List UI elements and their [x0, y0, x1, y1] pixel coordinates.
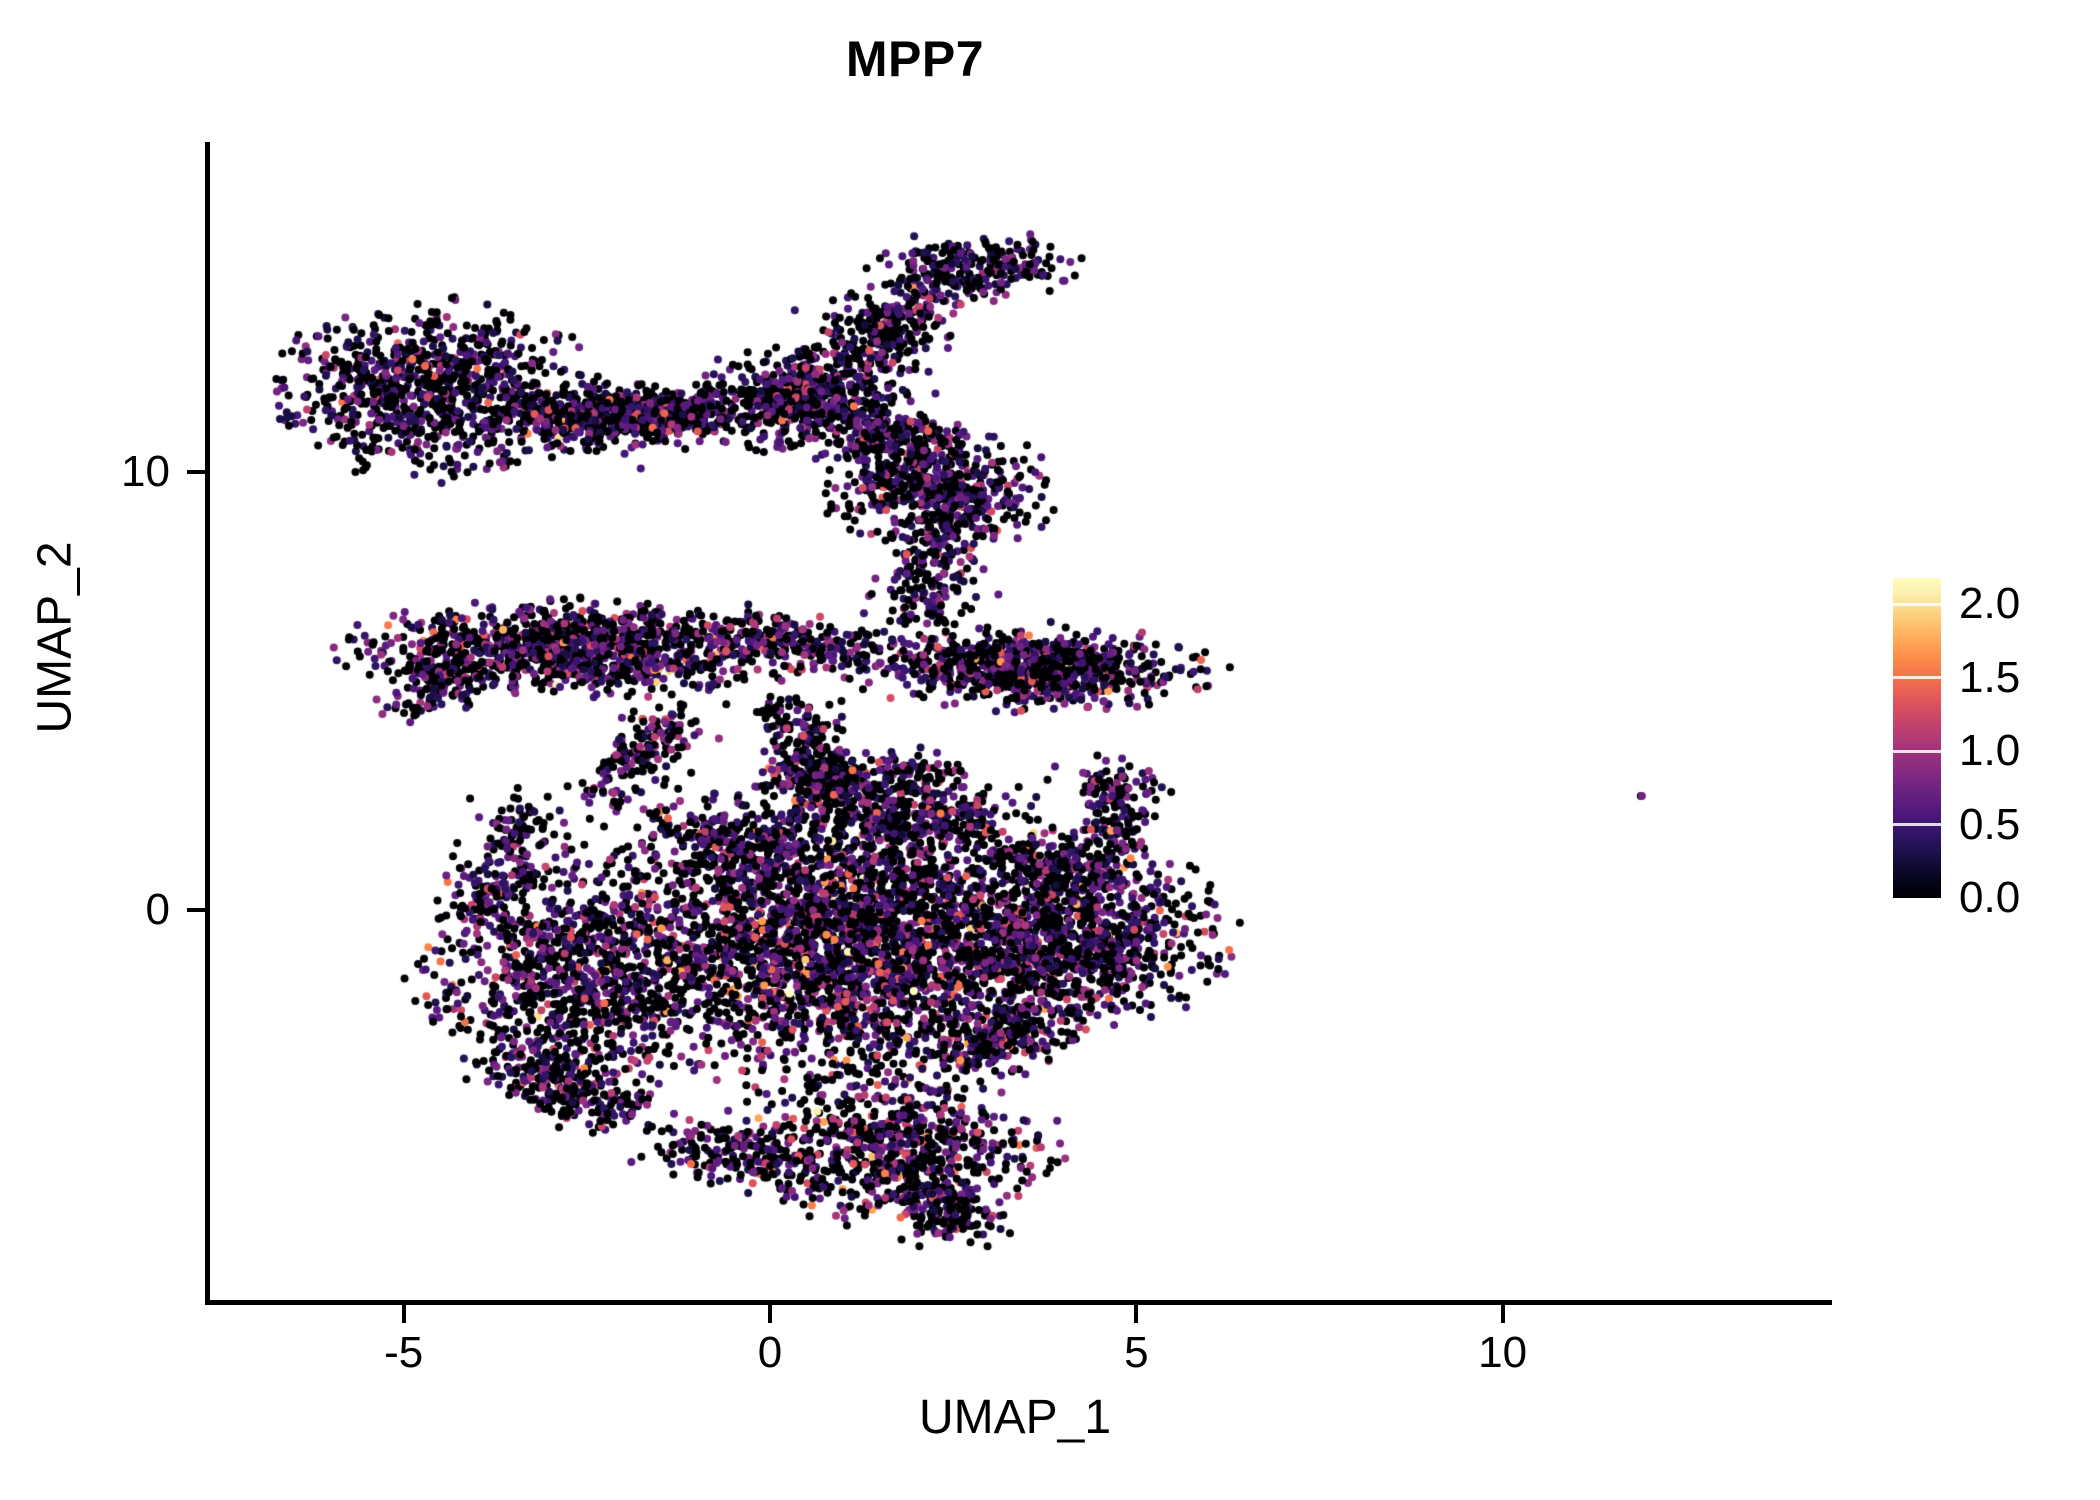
x-tick-mark	[1500, 1305, 1505, 1323]
x-tick-mark	[768, 1305, 772, 1323]
colorbar-legend: 0.0 0.5 1.0 1.5 2.0	[1893, 578, 2083, 922]
y-tick-label: 0	[145, 885, 170, 934]
y-tick-mark	[187, 908, 205, 912]
colorbar-tick-label: 0.0	[1959, 873, 2021, 922]
x-axis-label: UMAP_1	[918, 1391, 1112, 1444]
x-tick-mark	[1134, 1305, 1139, 1323]
colorbar-tick-mark	[1893, 823, 1941, 827]
x-tick-label: -5	[384, 1328, 424, 1377]
x-tick-label: 0	[757, 1328, 783, 1377]
y-tick-mark	[187, 470, 205, 474]
x-tick-label: 10	[1478, 1328, 1528, 1377]
colorbar-tick-label: 2.0	[1959, 579, 2021, 629]
colorbar-tick-mark	[1893, 749, 1941, 753]
colorbar-tick-label: 1.5	[1959, 652, 2021, 702]
colorbar-tick-mark	[1893, 676, 1941, 680]
y-tick-label: 10	[121, 447, 170, 496]
colorbar-tick-mark	[1893, 602, 1941, 606]
x-tick-label: 5	[1124, 1328, 1149, 1377]
y-axis-label: UMAP_2	[28, 541, 82, 734]
x-tick-mark	[401, 1305, 406, 1323]
colorbar-tick-label: 1.0	[1959, 726, 2021, 776]
colorbar-tick-label: 0.5	[1959, 799, 2021, 849]
colorbar-gradient	[1893, 578, 1941, 898]
